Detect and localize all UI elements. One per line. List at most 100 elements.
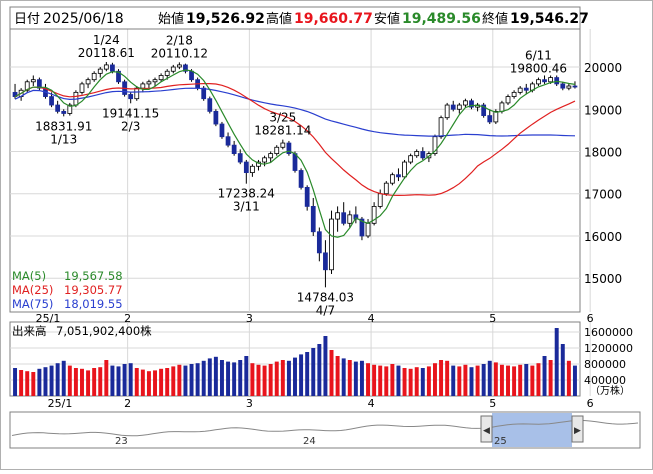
candle-up xyxy=(146,81,152,85)
candle-down xyxy=(481,104,487,116)
price-tick-label: 19000 xyxy=(584,103,622,117)
volume-bar xyxy=(353,361,358,396)
volume-bar xyxy=(481,364,486,396)
volume-bar xyxy=(116,366,121,396)
candle-down xyxy=(116,70,121,83)
volume-bar xyxy=(201,360,206,396)
candle-up xyxy=(97,68,103,74)
navigator-year-25: 25 xyxy=(494,436,507,447)
navigator-selection[interactable] xyxy=(492,413,572,447)
volume-bar xyxy=(554,328,559,396)
month-tick-label: 6 xyxy=(587,312,594,325)
volume-bar xyxy=(566,360,571,396)
candle-down xyxy=(323,252,328,271)
volume-bar xyxy=(256,364,261,396)
candle-up xyxy=(164,70,170,76)
volume-bar xyxy=(146,371,151,396)
candle-up xyxy=(347,214,353,224)
candle-down xyxy=(286,142,292,155)
annotation-value: 19141.15 xyxy=(102,106,159,120)
candle-down xyxy=(560,83,566,89)
ma75-value: 18,019.55 xyxy=(64,297,123,311)
volume-tick-label: 1200000 xyxy=(584,342,633,355)
candle-up xyxy=(91,72,97,81)
candle-down xyxy=(110,64,115,72)
volume-legend: 出来高 7,051,902,400株 （万株） xyxy=(12,324,630,397)
navigator-series xyxy=(11,419,639,437)
volume-bar xyxy=(159,368,164,396)
volume-bar xyxy=(420,368,425,396)
volume-bar xyxy=(293,357,297,396)
volume-bar xyxy=(49,365,54,396)
volume-bar xyxy=(128,363,133,396)
navigator-year-24: 24 xyxy=(303,436,316,447)
price-tick-label: 17000 xyxy=(584,188,622,202)
month-separators xyxy=(127,29,591,396)
volume-bar xyxy=(439,360,444,396)
candle-down xyxy=(219,123,225,138)
month-tick-label: 4 xyxy=(368,312,375,325)
volume-bar xyxy=(384,366,389,396)
volume-bar xyxy=(359,360,364,396)
volume-bar xyxy=(207,358,212,396)
annotation-value: 19800.46 xyxy=(510,62,567,76)
candle-up xyxy=(493,110,499,123)
volume-bar xyxy=(493,362,498,396)
annotation-value: 20118.61 xyxy=(78,46,135,60)
candle-up xyxy=(85,79,91,85)
annotation-date: 2/18 xyxy=(166,33,193,47)
volume-bar xyxy=(274,361,279,396)
volume-bar xyxy=(280,360,285,396)
volume-bar xyxy=(414,367,419,396)
candle-up xyxy=(30,79,36,83)
ma-legend: MA(5) 19,567.58 MA(25) 19,305.77 MA(75) … xyxy=(12,269,123,311)
candle-up xyxy=(456,104,462,110)
date-label: 日付 xyxy=(14,12,40,27)
candle-down xyxy=(237,153,243,163)
candle-up xyxy=(536,79,541,85)
month-tick-label: 2 xyxy=(124,312,131,325)
annotation-date: 1/13 xyxy=(50,132,77,146)
volume-bar xyxy=(268,364,273,396)
candle-down xyxy=(128,94,134,100)
volume-bar xyxy=(238,360,243,396)
candle-up xyxy=(408,155,414,163)
month-tick-label: 3 xyxy=(246,397,253,410)
volume-bar xyxy=(232,362,237,396)
candle-down xyxy=(225,136,231,146)
volume-bar xyxy=(219,360,224,396)
ma25-value: 19,305.77 xyxy=(64,283,123,297)
candle-up xyxy=(103,64,109,70)
annotation-date: 3/25 xyxy=(269,111,296,125)
candle-down xyxy=(353,214,359,220)
volume-label: 出来高 xyxy=(12,324,47,338)
volume-bar xyxy=(183,365,188,396)
navigator[interactable]: ◀ ▶ 23 24 25 xyxy=(9,411,641,449)
candle-down xyxy=(542,79,547,83)
candle-down xyxy=(572,85,578,88)
volume-bar xyxy=(347,360,352,396)
volume-bar xyxy=(153,370,157,396)
navigator-left-handle[interactable] xyxy=(480,415,493,443)
candle-up xyxy=(250,165,255,174)
volume-value: 7,051,902,400株 xyxy=(56,324,152,338)
volume-bar xyxy=(165,368,170,396)
candle-up xyxy=(432,136,438,155)
candle-down xyxy=(292,153,298,171)
price-axis: 15000 16000 17000 18000 19000 20000 xyxy=(584,61,622,286)
navigator-right-handle[interactable] xyxy=(571,415,584,443)
volume-bar xyxy=(451,365,456,396)
candle-up xyxy=(438,117,444,138)
month-tick-label: 2 xyxy=(124,397,131,410)
volume-bar xyxy=(213,356,218,396)
candle-up xyxy=(383,182,389,195)
volume-bar xyxy=(37,368,42,396)
ma75-line xyxy=(14,87,576,137)
volume-bar xyxy=(323,336,328,396)
candle-down xyxy=(201,87,207,100)
volume-tick-label: 400000 xyxy=(584,374,626,387)
volume-bar xyxy=(299,354,304,396)
month-tick-label: 25/1 xyxy=(36,312,61,325)
